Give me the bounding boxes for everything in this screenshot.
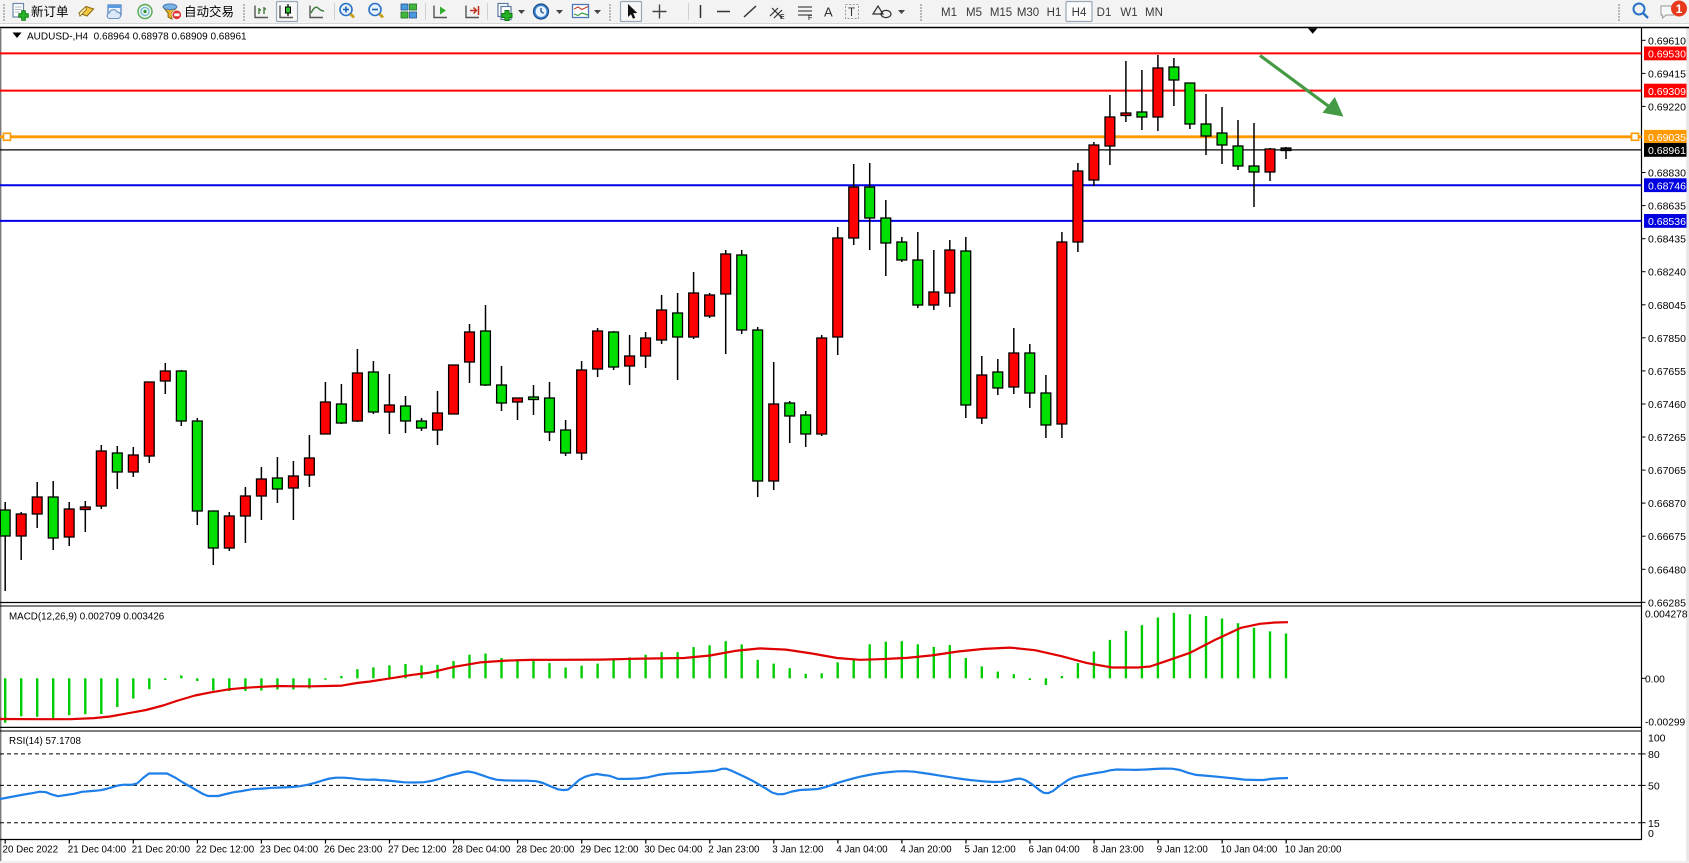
svg-text:0.66675: 0.66675 <box>1648 531 1686 543</box>
svg-text:5 Jan 12:00: 5 Jan 12:00 <box>965 845 1017 856</box>
svg-text:0.69309: 0.69309 <box>1648 86 1686 98</box>
svg-text:M30: M30 <box>1017 7 1039 19</box>
svg-text:F: F <box>808 15 812 22</box>
svg-text:M1: M1 <box>941 7 957 19</box>
svg-text:A: A <box>824 5 833 20</box>
svg-text:0.68435: 0.68435 <box>1648 234 1686 246</box>
svg-text:10 Jan 20:00: 10 Jan 20:00 <box>1285 845 1342 856</box>
svg-text:28 Dec 04:00: 28 Dec 04:00 <box>452 845 511 856</box>
svg-text:T: T <box>848 7 855 19</box>
svg-text:0.66285: 0.66285 <box>1648 597 1686 609</box>
svg-text:6 Jan 04:00: 6 Jan 04:00 <box>1029 845 1081 856</box>
svg-text:0.66480: 0.66480 <box>1648 564 1686 576</box>
svg-text:0.69530: 0.69530 <box>1648 49 1686 61</box>
svg-text:80: 80 <box>1648 749 1660 761</box>
svg-text:26 Dec 23:00: 26 Dec 23:00 <box>324 845 383 856</box>
svg-text:50: 50 <box>1648 780 1660 792</box>
svg-text:0.68536: 0.68536 <box>1648 216 1686 228</box>
svg-text:0.67265: 0.67265 <box>1648 432 1686 444</box>
svg-text:4 Jan 04:00: 4 Jan 04:00 <box>836 845 888 856</box>
svg-text:29 Dec 12:00: 29 Dec 12:00 <box>580 845 639 856</box>
svg-text:0.68961: 0.68961 <box>1648 145 1686 157</box>
svg-text:8 Jan 23:00: 8 Jan 23:00 <box>1093 845 1145 856</box>
svg-text:0.69415: 0.69415 <box>1648 68 1686 80</box>
svg-text:3 Jan 12:00: 3 Jan 12:00 <box>772 845 824 856</box>
svg-text:1: 1 <box>1676 2 1683 16</box>
svg-text:100: 100 <box>1648 732 1666 744</box>
svg-text:21 Dec 04:00: 21 Dec 04:00 <box>68 845 127 856</box>
svg-text:MACD(12,26,9) 0.002709 0.00342: MACD(12,26,9) 0.002709 0.003426 <box>9 612 165 623</box>
svg-text:0.004278: 0.004278 <box>1645 610 1688 621</box>
svg-text:0: 0 <box>1648 828 1654 840</box>
svg-text:W1: W1 <box>1120 7 1137 19</box>
svg-text:27 Dec 12:00: 27 Dec 12:00 <box>388 845 447 856</box>
svg-text:0.67065: 0.67065 <box>1648 465 1686 477</box>
svg-text:D1: D1 <box>1097 7 1112 19</box>
svg-text:0.68746: 0.68746 <box>1648 180 1686 192</box>
svg-text:23 Dec 04:00: 23 Dec 04:00 <box>260 845 319 856</box>
svg-text:0.68830: 0.68830 <box>1648 168 1686 180</box>
svg-text:0.69035: 0.69035 <box>1648 132 1686 144</box>
svg-text:-0.00299: -0.00299 <box>1645 718 1686 729</box>
svg-text:0.69220: 0.69220 <box>1648 101 1686 113</box>
svg-text:新订单: 新订单 <box>31 4 69 19</box>
svg-text:MN: MN <box>1145 7 1163 19</box>
svg-text:0.67850: 0.67850 <box>1648 333 1686 345</box>
svg-text:RSI(14) 57.1708: RSI(14) 57.1708 <box>9 736 81 747</box>
svg-text:AUDUSD-,H4 0.68964 0.68978 0.: AUDUSD-,H4 0.68964 0.68978 0.68909 0.689… <box>27 32 247 43</box>
svg-text:自动交易: 自动交易 <box>184 4 234 19</box>
svg-text:0.66870: 0.66870 <box>1648 498 1686 510</box>
svg-text:15: 15 <box>1648 818 1660 830</box>
svg-text:20 Dec 2022: 20 Dec 2022 <box>3 845 59 856</box>
svg-text:10 Jan 04:00: 10 Jan 04:00 <box>1221 845 1278 856</box>
svg-text:9 Jan 12:00: 9 Jan 12:00 <box>1157 845 1209 856</box>
svg-text:E: E <box>780 14 785 21</box>
svg-text:0.67655: 0.67655 <box>1648 366 1686 378</box>
svg-text:M15: M15 <box>990 7 1012 19</box>
svg-text:M5: M5 <box>966 7 982 19</box>
svg-text:0.68240: 0.68240 <box>1648 267 1686 279</box>
svg-text:H4: H4 <box>1072 7 1087 19</box>
svg-text:30 Dec 04:00: 30 Dec 04:00 <box>644 845 703 856</box>
svg-text:0.00: 0.00 <box>1645 674 1665 685</box>
svg-text:2 Jan 23:00: 2 Jan 23:00 <box>708 845 760 856</box>
svg-text:H1: H1 <box>1047 7 1062 19</box>
svg-text:0.67460: 0.67460 <box>1648 399 1686 411</box>
svg-text:4 Jan 20:00: 4 Jan 20:00 <box>900 845 952 856</box>
svg-text:0.68635: 0.68635 <box>1648 201 1686 213</box>
svg-text:0.68045: 0.68045 <box>1648 300 1686 312</box>
svg-text:21 Dec 20:00: 21 Dec 20:00 <box>132 845 191 856</box>
svg-text:22 Dec 12:00: 22 Dec 12:00 <box>196 845 255 856</box>
svg-text:0.69610: 0.69610 <box>1648 35 1686 47</box>
svg-text:28 Dec 20:00: 28 Dec 20:00 <box>516 845 575 856</box>
